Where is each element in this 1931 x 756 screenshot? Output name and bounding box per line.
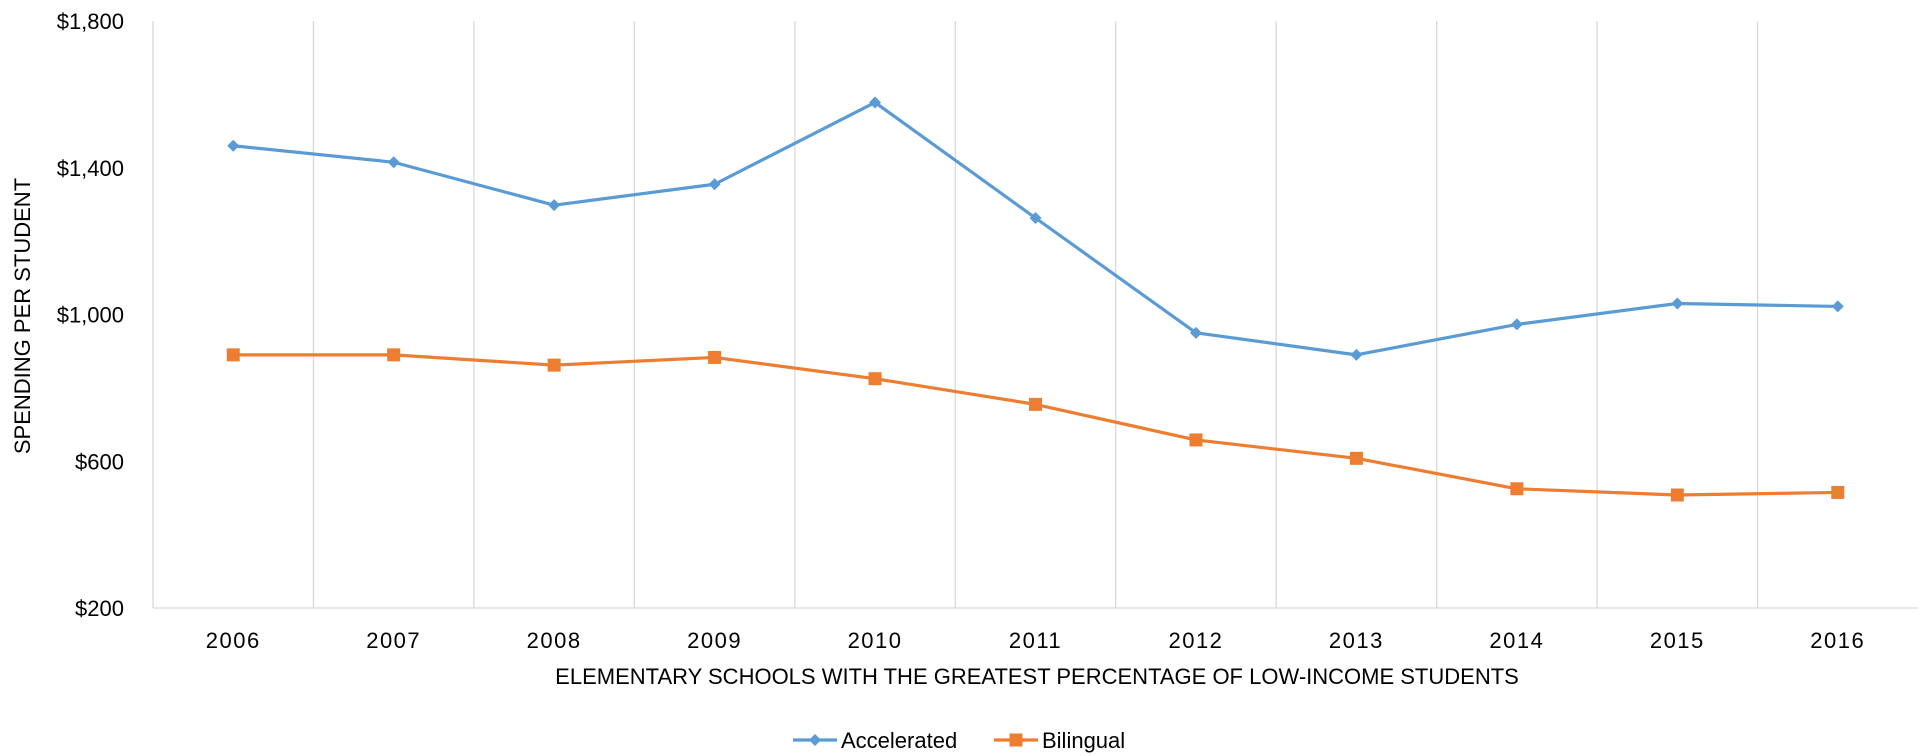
data-point (227, 139, 240, 152)
series-accelerated (227, 96, 1844, 361)
legend-item-accelerated: Accelerated (793, 728, 957, 753)
x-tick-label: 2011 (1009, 628, 1062, 653)
y-axis-ticks: $200 $600 $1,000 $1,400 $1,800 (57, 9, 124, 621)
data-point (1029, 212, 1042, 225)
x-tick-label: 2014 (1489, 628, 1544, 653)
legend-marker (1009, 733, 1023, 747)
y-tick-label: $1,400 (57, 156, 124, 181)
data-point (708, 350, 722, 364)
data-point (1831, 300, 1844, 313)
x-tick-label: 2009 (687, 628, 742, 653)
x-tick-label: 2008 (527, 628, 582, 653)
data-point (1510, 318, 1523, 331)
data-point (387, 156, 400, 169)
legend: Accelerated Bilingual (793, 728, 1125, 753)
x-tick-label: 2012 (1168, 628, 1223, 653)
axes (152, 21, 1918, 609)
legend-marker (809, 734, 821, 746)
data-point (868, 372, 882, 386)
x-tick-label: 2016 (1810, 628, 1865, 653)
data-point (1670, 488, 1684, 502)
x-tick-label: 2015 (1650, 628, 1705, 653)
data-point (1189, 433, 1203, 447)
grid (312, 21, 1759, 608)
legend-label: Accelerated (841, 728, 957, 753)
y-tick-label: $1,800 (57, 9, 124, 34)
legend-label: Bilingual (1042, 728, 1125, 753)
data-point (548, 199, 561, 212)
data-point (1189, 326, 1202, 339)
data-point (226, 348, 240, 362)
data-point (547, 358, 561, 372)
series-layer (226, 96, 1845, 502)
x-tick-label: 2010 (848, 628, 903, 653)
data-point (1831, 485, 1845, 499)
legend-item-bilingual: Bilingual (994, 728, 1125, 753)
data-point (1349, 451, 1363, 465)
data-point (708, 178, 721, 191)
data-point (387, 348, 401, 362)
y-tick-label: $600 (75, 449, 124, 474)
data-point (1350, 348, 1363, 361)
x-tick-label: 2007 (366, 628, 421, 653)
x-axis-ticks: 2006 2007 2008 2009 2010 2011 2012 2013 2014 2015… (206, 628, 1865, 653)
y-axis-title: SPENDING PER STUDENT (10, 178, 35, 454)
y-tick-label: $200 (75, 596, 124, 621)
y-tick-label: $1,000 (57, 303, 124, 328)
data-point (869, 96, 882, 109)
data-point (1510, 482, 1524, 496)
x-tick-label: 2006 (206, 628, 261, 653)
series-bilingual (226, 348, 1845, 502)
data-point (1671, 297, 1684, 310)
data-point (1029, 397, 1042, 411)
x-tick-label: 2013 (1329, 628, 1384, 653)
x-axis-title: ELEMENTARY SCHOOLS WITH THE GREATEST PER… (555, 664, 1519, 689)
